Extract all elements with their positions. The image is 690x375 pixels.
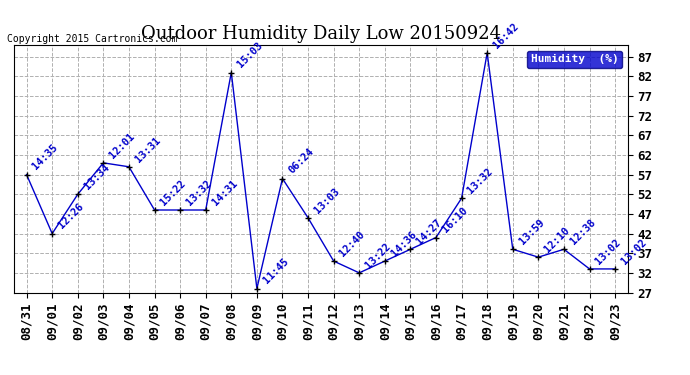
- Text: 13:32: 13:32: [466, 166, 495, 195]
- Text: 12:38: 12:38: [568, 217, 598, 246]
- Text: 12:40: 12:40: [338, 229, 367, 258]
- Text: 14:36: 14:36: [389, 229, 418, 258]
- Legend: Humidity  (%): Humidity (%): [527, 51, 622, 68]
- Text: 14:31: 14:31: [210, 178, 239, 207]
- Text: 15:22: 15:22: [159, 178, 188, 207]
- Text: 12:26: 12:26: [57, 202, 86, 231]
- Text: 13:32: 13:32: [184, 178, 213, 207]
- Title: Outdoor Humidity Daily Low 20150924: Outdoor Humidity Daily Low 20150924: [141, 26, 501, 44]
- Text: 13:02: 13:02: [593, 237, 623, 266]
- Text: 14:27: 14:27: [415, 217, 444, 246]
- Text: 12:10: 12:10: [542, 225, 572, 254]
- Text: 13:34: 13:34: [82, 162, 111, 192]
- Text: 15:03: 15:03: [235, 40, 265, 70]
- Text: Copyright 2015 Cartronics.com: Copyright 2015 Cartronics.com: [7, 34, 177, 44]
- Text: 13:03: 13:03: [312, 186, 342, 215]
- Text: 12:01: 12:01: [108, 131, 137, 160]
- Text: 13:59: 13:59: [517, 217, 546, 246]
- Text: 11:45: 11:45: [261, 256, 290, 286]
- Text: 14:35: 14:35: [31, 143, 60, 172]
- Text: 06:24: 06:24: [286, 147, 316, 176]
- Text: 13:22: 13:22: [364, 241, 393, 270]
- Text: 13:02: 13:02: [619, 237, 649, 266]
- Text: 13:31: 13:31: [133, 135, 162, 164]
- Text: 16:42: 16:42: [491, 21, 520, 50]
- Text: 16:10: 16:10: [440, 206, 469, 235]
